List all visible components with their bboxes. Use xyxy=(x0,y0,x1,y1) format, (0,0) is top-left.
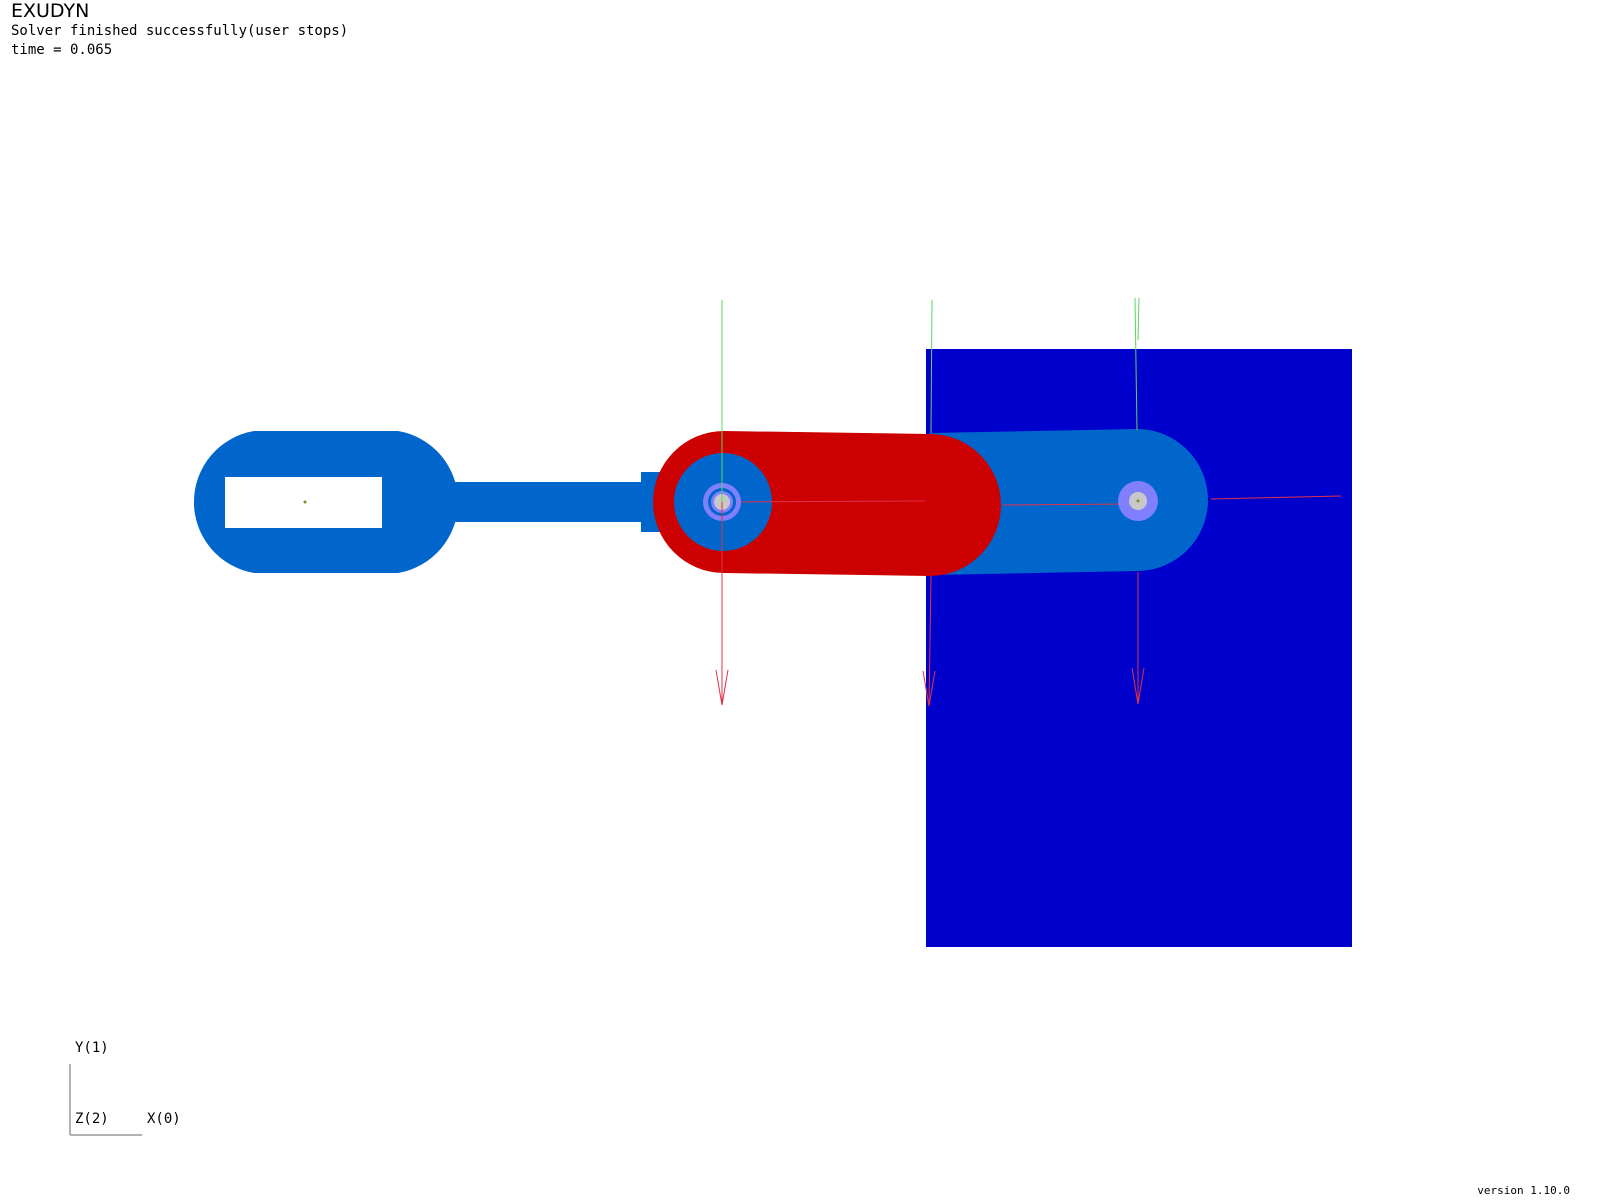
triad-y-label: Y(1) xyxy=(75,1040,109,1056)
piston-rod xyxy=(420,482,645,522)
right-x-axis-line xyxy=(1210,495,1342,500)
frame3-x-arrowhead xyxy=(1131,667,1145,705)
fork-slot xyxy=(225,477,382,528)
frame2-y-axis xyxy=(930,299,933,434)
frame1-x-arrowhead xyxy=(715,669,729,706)
frame3-y-axis-a xyxy=(1134,297,1138,431)
frame3-y-axis-b xyxy=(1137,297,1140,341)
version-label: version 1.10.0 xyxy=(1477,1184,1570,1197)
cylinder-axis-line xyxy=(721,500,926,503)
fork-center-dot xyxy=(303,500,307,504)
app-title: EXUDYN xyxy=(11,0,90,22)
blue-link xyxy=(930,429,1208,575)
triad-z-label: Z(2) xyxy=(75,1111,109,1127)
right-joint-dot xyxy=(1136,499,1140,503)
solver-status: Solver finished successfully(user stops) xyxy=(11,23,349,39)
simulation-time: time = 0.065 xyxy=(11,42,113,58)
triad-x-label: X(0) xyxy=(147,1111,181,1127)
frame2-x-arrowhead xyxy=(922,670,936,707)
frame2-x-axis xyxy=(928,575,932,707)
link-axis-line xyxy=(1002,503,1131,506)
